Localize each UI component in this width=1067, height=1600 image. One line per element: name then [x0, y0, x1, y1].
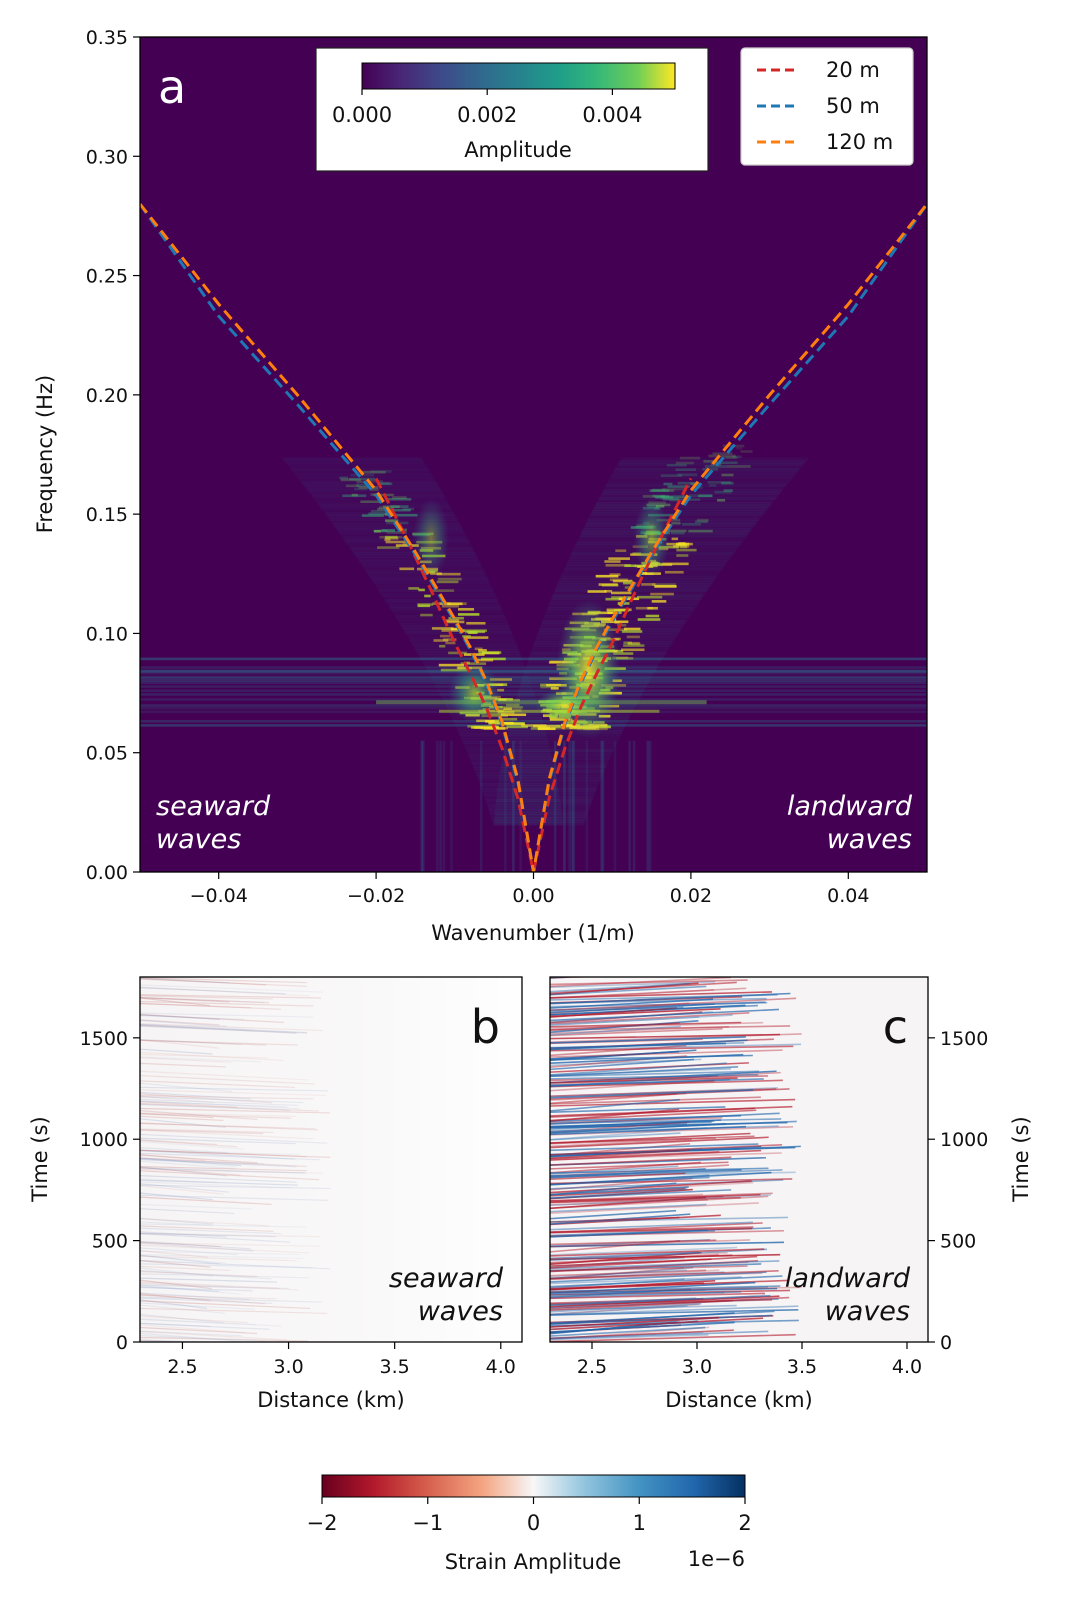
amplitude-colorbar-tick-label: 0.000 — [332, 103, 392, 127]
panel-a-y-tick-label: 0.00 — [86, 862, 128, 884]
x-tick-label: 3.0 — [273, 1356, 303, 1378]
panel-a-x-axis-label: Wavenumber (1/m) — [431, 921, 635, 945]
panel-a-y-tick-label: 0.35 — [86, 27, 128, 49]
amplitude-colorbar-ticks: 0.000 0.002 0.004 — [332, 89, 642, 127]
panel-c-frame — [549, 976, 929, 1343]
strain-colorbar-label: Strain Amplitude — [445, 1550, 622, 1574]
panel-a-y-ticks: 0.00 0.05 0.10 0.15 0.20 0.25 0.30 0.35 — [86, 27, 140, 884]
panel-a-x-tick-label: −0.04 — [190, 885, 248, 907]
amplitude-colorbar-tick-label: 0.002 — [457, 103, 517, 127]
y-tick-label: 1000 — [80, 1129, 128, 1151]
strain-colorbar: −2 −1 0 1 2 Strain Amplitude 1e−6 — [307, 1474, 752, 1574]
amplitude-colorbar-gradient — [361, 62, 676, 90]
x-tick-label: 3.5 — [380, 1356, 410, 1378]
strain-colorbar-ticks: −2 −1 0 1 2 — [307, 1497, 752, 1535]
panel-a-y-tick-label: 0.05 — [86, 743, 128, 765]
panel-a-y-tick-label: 0.30 — [86, 146, 128, 168]
panel-a-landward-note-line1: landward — [787, 791, 913, 822]
panel-a-curves — [140, 203, 927, 872]
strain-colorbar-tick-label: −1 — [412, 1511, 443, 1535]
x-tick-label: 2.5 — [577, 1356, 607, 1378]
panel-a-x-ticks: −0.04 −0.02 0.00 0.02 0.04 — [190, 872, 869, 907]
panel-a-seaward-note-line2: waves — [156, 824, 241, 855]
panel-c-note-line2: waves — [825, 1296, 910, 1327]
y-tick-label: 0 — [116, 1332, 128, 1354]
panel-b-y-axis-label: Time (s) — [28, 1116, 52, 1202]
x-tick-label: 3.0 — [682, 1356, 712, 1378]
panel-a-y-tick-label: 0.10 — [86, 623, 128, 645]
strain-colorbar-tick-label: −2 — [307, 1511, 338, 1535]
panel-c-y-axis-label: Time (s) — [1009, 1116, 1033, 1202]
strain-colorbar-tick-label: 1 — [633, 1511, 646, 1535]
amplitude-colorbar-tick-label: 0.004 — [582, 103, 642, 127]
x-tick-label: 4.0 — [486, 1356, 516, 1378]
panel-a-x-tick-label: 0.04 — [827, 885, 869, 907]
legend-box — [740, 47, 914, 166]
y-tick-label: 500 — [92, 1231, 128, 1253]
strain-colorbar-tick-label: 0 — [527, 1511, 540, 1535]
panel-a-x-tick-label: 0.00 — [512, 885, 554, 907]
panel-b-heatmap — [140, 977, 522, 1342]
panel-b-x-ticks: 2.5 3.0 3.5 4.0 — [167, 1342, 516, 1378]
panel-b-x-axis-label: Distance (km) — [257, 1388, 405, 1412]
legend-label: 120 m — [826, 130, 893, 154]
panel-c-y-ticks: 0 500 1000 1500 — [928, 1028, 988, 1354]
x-tick-label: 2.5 — [167, 1356, 197, 1378]
series-line-120m — [140, 203, 927, 872]
panel-c-heatmap — [550, 977, 802, 1342]
panel-a: −0.04 −0.02 0.00 0.02 0.04 0.000.050.100.150… — [33, 27, 928, 945]
amplitude-colorbar-label: Amplitude — [464, 138, 572, 162]
panel-a-landward-note-line2: waves — [827, 824, 912, 855]
y-tick-label: 1500 — [940, 1028, 988, 1050]
panel-b-note-line2: waves — [418, 1296, 503, 1327]
panel-a-plot-area — [140, 37, 927, 872]
panel-c-x-axis-label: Distance (km) — [665, 1388, 813, 1412]
panel-a-y-tick-label: 0.15 — [86, 504, 128, 526]
strain-colorbar-tick-label: 2 — [738, 1511, 751, 1535]
series-line-20m — [374, 477, 693, 872]
panel-b-frame — [139, 976, 523, 1343]
panel-a-y-tick-label: 0.20 — [86, 385, 128, 407]
panel-b-letter: b — [471, 1000, 500, 1054]
legend-label: 50 m — [826, 94, 880, 118]
series-line-50m — [140, 203, 927, 872]
legend-label: 20 m — [826, 58, 880, 82]
panel-a-x-tick-label: −0.02 — [347, 885, 405, 907]
legend: 20 m 50 m 120 m — [740, 47, 914, 166]
panel-b-y-ticks: 0 500 1000 1500 — [80, 1028, 140, 1354]
y-tick-label: 500 — [940, 1231, 976, 1253]
panel-a-y-axis-label: Frequency (Hz) — [33, 375, 57, 533]
panel-a-y-tick-label: 0.25 — [86, 266, 128, 288]
y-tick-label: 1500 — [80, 1028, 128, 1050]
y-tick-label: 1000 — [940, 1129, 988, 1151]
panel-c-x-ticks: 2.5 3.0 3.5 4.0 — [577, 1342, 922, 1378]
panel-b-note-line1: seaward — [389, 1263, 504, 1294]
panel-a-seaward-note-line1: seaward — [156, 791, 271, 822]
strain-colorbar-multiplier: 1e−6 — [688, 1547, 745, 1571]
y-tick-label: 0 — [940, 1332, 952, 1354]
amplitude-colorbar: 0.000 0.002 0.004 Amplitude — [315, 47, 709, 172]
panel-a-letter: a — [158, 60, 186, 114]
panel-c-note-line1: landward — [785, 1263, 911, 1294]
panel-a-x-tick-label: 0.02 — [670, 885, 712, 907]
strain-colorbar-gradient — [321, 1474, 746, 1498]
panel-c-letter: c — [883, 1000, 908, 1054]
x-tick-label: 4.0 — [892, 1356, 922, 1378]
x-tick-label: 3.5 — [787, 1356, 817, 1378]
